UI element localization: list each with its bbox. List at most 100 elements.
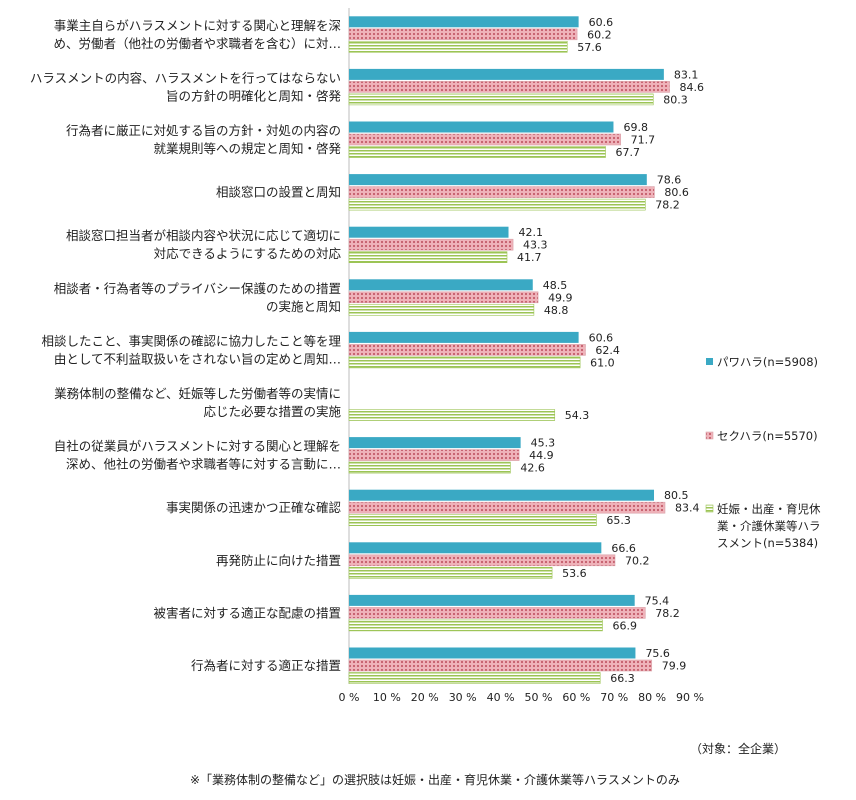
bar: [348, 356, 581, 369]
category-label: 由として不利益取扱いをされない旨の定めと周知…: [54, 351, 341, 366]
bar: [348, 303, 535, 316]
category-group: 事実関係の迅速かつ正確な確認 80.583.4 65.3: [166, 489, 700, 527]
data-label: 43.3: [523, 239, 548, 252]
x-tick-label: 10 %: [373, 691, 401, 704]
data-label: 48.8: [544, 304, 569, 317]
data-label: 75.4: [645, 594, 670, 607]
x-tick-label: 0 %: [339, 691, 360, 704]
data-label: 78.2: [655, 199, 680, 212]
data-label: 66.9: [612, 619, 637, 632]
bar: [348, 501, 666, 514]
x-tick-label: 60 %: [562, 691, 590, 704]
bar: [348, 554, 616, 567]
x-tick-label: 70 %: [600, 691, 628, 704]
data-label: 48.5: [543, 279, 568, 292]
legend-label: スメント(n=5384): [717, 536, 818, 550]
data-label: 66.3: [610, 672, 635, 685]
legend-item: セクハラ(n=5570): [705, 429, 818, 443]
bar: [348, 566, 553, 579]
data-label: 61.0: [590, 356, 615, 369]
bar: [349, 226, 509, 238]
category-label: 相談窓口担当者が相談内容や状況に応じて適切に: [66, 228, 341, 243]
data-label: 69.8: [623, 121, 648, 134]
data-label: 53.6: [562, 567, 587, 580]
data-label: 83.4: [675, 502, 700, 515]
data-label: 70.2: [625, 554, 650, 567]
data-label: 78.2: [655, 607, 680, 620]
legend-swatch: [706, 358, 713, 365]
bar: [349, 279, 533, 291]
data-label: 60.2: [587, 28, 612, 41]
category-label: 深め、他社の労働者や求職者等に対する言動に…: [66, 457, 341, 472]
bar: [348, 619, 603, 632]
category-label: 相談したこと、事実関係の確認に協力したこと等を理: [41, 333, 341, 348]
category-label: ハラスメントの内容、ハラスメントを行ってはならない: [30, 70, 341, 85]
bar: [349, 68, 664, 80]
category-label: 対応できるようにするための対応: [154, 246, 342, 261]
category-label: 事業主自らがハラスメントに対する関心と理解を深: [54, 18, 341, 33]
bar: [348, 344, 586, 356]
category-group: 事業主自らがハラスメントに対する関心と理解を深め、労働者（他社の労働者や求職者を…: [53, 16, 613, 54]
bar: [348, 40, 568, 53]
bar: [348, 449, 520, 461]
legend-item: パワハラ(n=5908): [706, 355, 818, 369]
data-label: 67.7: [616, 146, 641, 159]
target-note: （対象：全企業）: [690, 742, 787, 756]
category-label: 事実関係の迅速かつ正確な確認: [166, 500, 342, 515]
data-label: 80.6: [664, 186, 689, 199]
legend-label: パワハラ(n=5908): [717, 355, 818, 369]
legend-item: 妊娠・出産・育児休業・介護休業等ハラスメント(n=5384): [705, 502, 821, 550]
category-group: 自社の従業員がハラスメントに対する関心と理解を深め、他社の労働者や求職者等に対す…: [54, 437, 555, 475]
x-tick-label: 40 %: [487, 691, 515, 704]
bar: [349, 647, 636, 659]
data-label: 84.6: [680, 81, 705, 94]
category-label: め、労働者（他社の労働者や求職者を含む）に対…: [53, 36, 341, 51]
category-label: 相談者・行為者等のプライバシー保護のための措置: [54, 281, 341, 296]
bar: [348, 659, 653, 672]
category-label: 行為者に厳正に対処する旨の方針・対処の内容の: [66, 123, 341, 138]
data-label: 54.3: [565, 409, 590, 422]
bar: [348, 461, 511, 474]
x-tick-label: 90 %: [676, 691, 704, 704]
category-label: 自社の従業員がハラスメントに対する関心と理解を: [54, 439, 341, 454]
bar: [349, 594, 635, 606]
category-group: 相談窓口の設置と周知 78.680.678.2: [216, 174, 689, 212]
category-group: 行為者に対する適正な措置 75.679.9 66.3: [191, 647, 686, 685]
bar: [349, 331, 579, 343]
bar: [349, 489, 655, 501]
data-label: 44.9: [529, 449, 554, 462]
data-label: 65.3: [606, 514, 631, 527]
bar: [348, 291, 539, 304]
category-group: 被害者に対する適正な配慮の措置 75.478.2 66.9: [153, 594, 679, 632]
data-label: 83.1: [674, 68, 699, 81]
bar: [348, 186, 655, 198]
bar: [348, 133, 621, 146]
bar: [348, 28, 578, 41]
data-label: 79.9: [662, 660, 687, 673]
legend-label: 業・介護休業等ハラ: [717, 519, 821, 533]
bar: [348, 607, 646, 619]
data-label: 60.6: [589, 16, 614, 29]
data-label: 66.6: [611, 542, 636, 555]
data-label: 42.1: [519, 226, 544, 239]
legend-swatch: [705, 504, 714, 513]
x-tick-label: 30 %: [449, 691, 477, 704]
data-label: 49.9: [548, 291, 573, 304]
category-label: 被害者に対する適正な配慮の措置: [153, 605, 341, 620]
bar: [348, 81, 670, 93]
data-label: 62.4: [595, 344, 620, 357]
x-tick-label: 80 %: [638, 691, 666, 704]
data-label: 80.3: [663, 93, 688, 106]
bar: [348, 146, 606, 158]
data-label: 80.5: [664, 489, 689, 502]
category-label: 行為者に対する適正な措置: [191, 658, 341, 673]
bar: [348, 409, 556, 421]
x-tick-label: 50 %: [524, 691, 552, 704]
bar: [348, 93, 654, 106]
bar: [349, 121, 614, 133]
